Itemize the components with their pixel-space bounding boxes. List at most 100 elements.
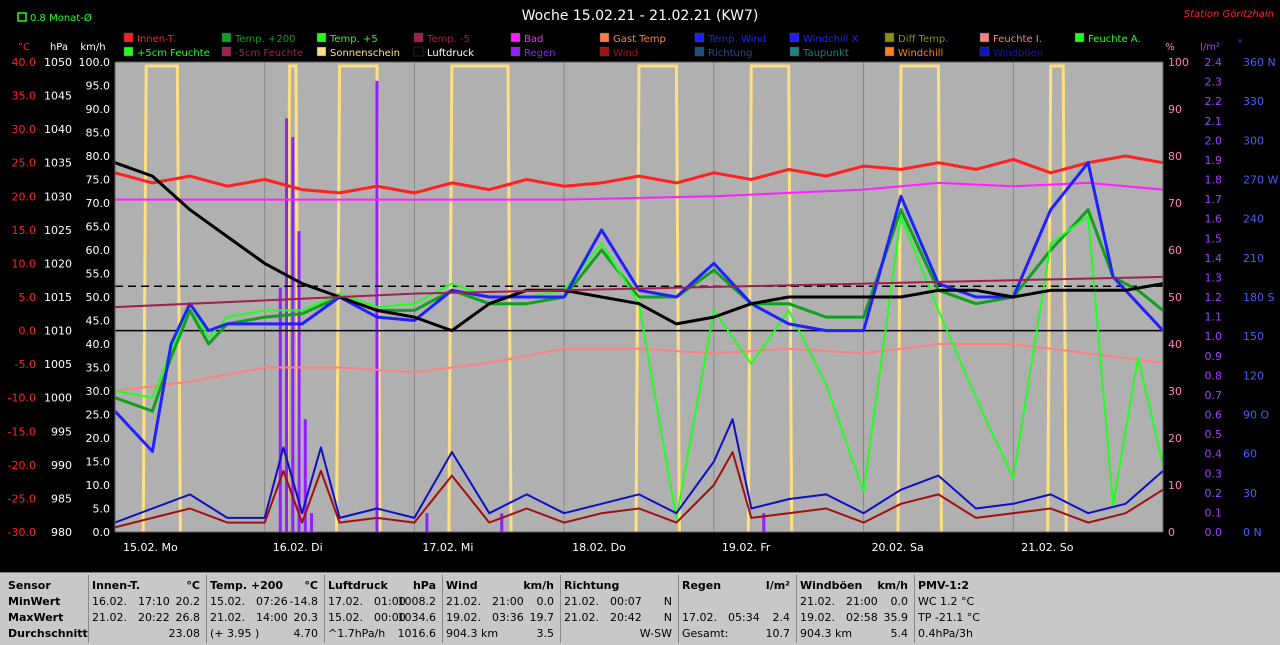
kmh-tick-6: 70.0 bbox=[86, 197, 111, 210]
stats-date: Gesamt: bbox=[682, 627, 729, 640]
stats-value: N bbox=[663, 611, 672, 624]
stats-column-5: Regen l/m² 17.02. 05:34 2.4 Gesamt: 10.7 bbox=[682, 573, 794, 645]
legend-swatch-14 bbox=[413, 46, 424, 57]
dir-tick-0: 360 N bbox=[1243, 56, 1276, 69]
pct-tick-7: 30 bbox=[1168, 385, 1182, 398]
pct-tick-9: 10 bbox=[1168, 479, 1182, 492]
kmh-tick-15: 25.0 bbox=[86, 409, 111, 422]
day-label-6: 21.02. So bbox=[1021, 541, 1073, 554]
kmh-tick-18: 10.0 bbox=[86, 479, 111, 492]
rain-axis-unit: l/m² bbox=[1200, 42, 1220, 53]
stats-head-unit: °C bbox=[186, 579, 200, 592]
temp-tick-10: -10.0 bbox=[8, 392, 36, 405]
day-label-3: 18.02. Do bbox=[572, 541, 626, 554]
series-line-8 bbox=[114, 418, 1164, 524]
series-line-2 bbox=[115, 181, 1164, 201]
stats-cell-row: 21.02. 00:07 N bbox=[564, 594, 676, 610]
legend-swatch-7 bbox=[789, 32, 800, 43]
stats-value: 35.9 bbox=[883, 611, 909, 624]
pct-tick-8: 20 bbox=[1168, 432, 1182, 445]
legend-swatch-19 bbox=[884, 46, 895, 57]
dir-axis-unit: ° bbox=[1238, 39, 1243, 50]
rain-bar-4 bbox=[303, 419, 307, 532]
rain-tick-23: 0.1 bbox=[1205, 506, 1223, 519]
kmh-tick-4: 80.0 bbox=[86, 150, 111, 163]
weather-chart-area: Woche 15.02.21 - 21.02.21 (KW7) Station G… bbox=[8, 8, 1279, 554]
pct-tick-1: 90 bbox=[1168, 103, 1182, 116]
rain-tick-24: 0.0 bbox=[1205, 526, 1223, 539]
stats-cell-row: 21.02. 21:00 0.0 bbox=[446, 594, 558, 610]
stats-time: 03:36 bbox=[492, 611, 524, 624]
stats-date: 19.02. bbox=[800, 611, 835, 624]
day-label-1: 16.02. Di bbox=[273, 541, 323, 554]
kmh-tick-2: 90.0 bbox=[86, 103, 111, 116]
stats-row-labels: Sensor MinWert MaxWert Durchschnitt bbox=[8, 573, 88, 645]
legend-label-10: Feuchte A. bbox=[1088, 34, 1141, 45]
dir-tick-1: 330 bbox=[1243, 95, 1264, 108]
rain-tick-6: 1.8 bbox=[1205, 174, 1223, 187]
stats-cell-row: TP -21.1 °C bbox=[918, 610, 1030, 626]
stats-cell-row bbox=[682, 594, 794, 610]
dir-tick-9: 90 O bbox=[1243, 409, 1269, 422]
temp-tick-13: -25.0 bbox=[8, 492, 36, 505]
rain-bar-2 bbox=[291, 137, 295, 532]
kmh-tick-7: 65.0 bbox=[86, 221, 111, 234]
legend-label-4: Bad bbox=[524, 34, 543, 45]
rain-bar-0 bbox=[278, 287, 282, 532]
rain-tick-11: 1.3 bbox=[1205, 271, 1223, 284]
temp-tick-14: -30.0 bbox=[8, 526, 36, 539]
kmh-tick-19: 5.0 bbox=[93, 503, 111, 516]
legend-label-8: Diff Temp. bbox=[898, 34, 948, 45]
hpa-tick-5: 1025 bbox=[44, 224, 72, 237]
stats-cell-row: W-SW bbox=[564, 626, 676, 642]
stats-column-0: Innen-T. °C 16.02. 17:10 20.2 21.02. 20:22 26.8… bbox=[92, 573, 204, 645]
stats-time: 01:00 bbox=[374, 595, 406, 608]
legend-label-11: +5cm Feuchte bbox=[137, 48, 210, 59]
temp-tick-7: 5.0 bbox=[19, 291, 37, 304]
kmh-tick-11: 45.0 bbox=[86, 315, 111, 328]
kmh-tick-12: 40.0 bbox=[86, 338, 111, 351]
pct-tick-3: 70 bbox=[1168, 197, 1182, 210]
legend-label-17: Richtung bbox=[708, 48, 753, 59]
stats-column-2: Luftdruck hPa 17.02. 01:00 1008.2 15.02. 00:00… bbox=[328, 573, 440, 645]
dir-tick-7: 150 bbox=[1243, 330, 1264, 343]
stats-time: 02:58 bbox=[846, 611, 878, 624]
temp-axis-unit: °C bbox=[18, 42, 30, 53]
dir-tick-2: 300 bbox=[1243, 134, 1264, 147]
stats-date: 17.02. bbox=[328, 595, 363, 608]
rain-tick-14: 1.0 bbox=[1205, 330, 1223, 343]
stats-date: WC 1.2 °C bbox=[918, 595, 975, 608]
stats-cell-row: ^1.7hPa/h 1016.6 bbox=[328, 626, 440, 642]
sunshine-segment-7 bbox=[1046, 64, 1068, 533]
stats-cell-row: 15.02. 00:00 1034.6 bbox=[328, 610, 440, 626]
rain-tick-10: 1.4 bbox=[1205, 252, 1223, 265]
day-label-4: 19.02. Fr bbox=[722, 541, 771, 554]
legend-label-0: Innen-T. bbox=[137, 34, 176, 45]
dir-tick-11: 30 bbox=[1243, 487, 1257, 500]
pct-tick-6: 40 bbox=[1168, 338, 1182, 351]
stats-date: 21.02. bbox=[800, 595, 835, 608]
stats-column-1: Temp. +200 °C 15.02. 07:26 -14.8 21.02. 14:00 2… bbox=[210, 573, 322, 645]
row-label-avg: Durchschnitt bbox=[8, 627, 88, 640]
legend-swatch-16 bbox=[599, 46, 610, 57]
legend-swatch-10 bbox=[1074, 32, 1085, 43]
rain-tick-20: 0.4 bbox=[1205, 448, 1223, 461]
stats-cell-row: 17.02. 01:00 1008.2 bbox=[328, 594, 440, 610]
sunshine-segment-6 bbox=[896, 64, 943, 533]
day-label-0: 15.02. Mo bbox=[123, 541, 178, 554]
kmh-tick-17: 15.0 bbox=[86, 456, 111, 469]
stats-cell-row: 904.3 km 5.4 bbox=[800, 626, 912, 642]
stats-cell-row: 15.02. 07:26 -14.8 bbox=[210, 594, 322, 610]
kmh-tick-3: 85.0 bbox=[86, 127, 111, 140]
stats-cell-row: 19.02. 03:36 19.7 bbox=[446, 610, 558, 626]
kmh-tick-14: 30.0 bbox=[86, 385, 111, 398]
stats-head-label: Regen bbox=[682, 579, 722, 592]
stats-date: 21.02. bbox=[210, 611, 245, 624]
stats-value: 20.3 bbox=[293, 611, 319, 624]
pct-tick-5: 50 bbox=[1168, 291, 1182, 304]
hpa-tick-11: 995 bbox=[51, 425, 72, 438]
stats-cell-row: 16.02. 17:10 20.2 bbox=[92, 594, 204, 610]
rain-tick-4: 2.0 bbox=[1205, 134, 1223, 147]
stats-head-unit: °C bbox=[304, 579, 318, 592]
stats-time: 21:00 bbox=[492, 595, 524, 608]
